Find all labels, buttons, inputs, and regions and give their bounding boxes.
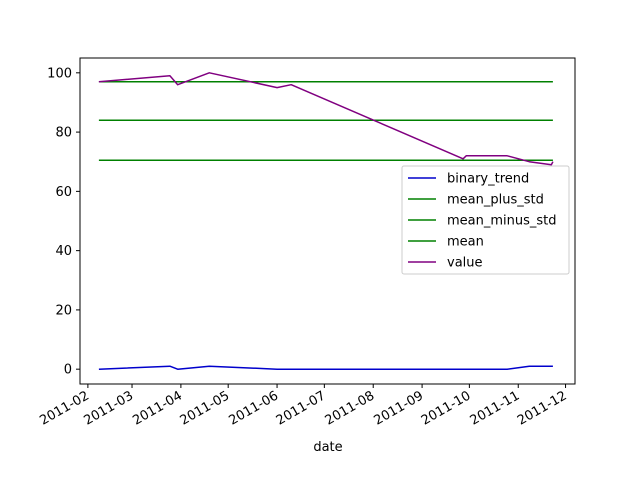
y-tick-label: 100	[47, 66, 72, 81]
x-tick-label: 2011-02	[37, 388, 92, 428]
x-tick-label: 2011-12	[515, 388, 570, 428]
legend: binary_trend mean_plus_std mean_minus_stdm…	[401, 165, 570, 275]
x-axis-label: date	[313, 440, 342, 455]
y-tick-label: 0	[64, 363, 72, 378]
legend-label-mean: mean	[447, 235, 484, 250]
x-tick-label: 2011-11	[468, 388, 523, 428]
legend-label-mean-minus-std: mean_minus_std	[447, 214, 557, 229]
y-tick-label: 40	[55, 244, 72, 259]
x-axis: 2011-022011-032011-042011-052011-062011-…	[37, 384, 570, 429]
legend-label-binary-trend: binary_trend	[447, 172, 529, 187]
plot-frame	[79, 57, 576, 385]
legend-label-mean-plus-std: mean_plus_std	[447, 193, 544, 208]
legend-box	[401, 165, 570, 275]
x-tick-label: 2011-03	[81, 388, 136, 428]
y-axis: 0 20 40 60 80 100	[47, 66, 80, 378]
y-tick-label: 60	[55, 185, 72, 200]
x-tick-label: 2011-09	[372, 388, 427, 428]
series-line-binary-trend	[98, 365, 553, 370]
x-tick-label: 2011-07	[274, 388, 329, 428]
x-tick-label: 2011-04	[130, 388, 185, 428]
series-line-value	[98, 72, 554, 166]
x-tick-label: 2011-06	[227, 388, 282, 428]
legend-label-value: value	[447, 256, 483, 271]
x-tick-label: 2011-10	[419, 388, 474, 428]
y-tick-label: 80	[55, 126, 72, 141]
y-tick-label: 20	[55, 303, 72, 318]
x-tick-label: 2011-05	[178, 388, 233, 428]
series-layer	[98, 72, 554, 370]
x-tick-label: 2011-08	[323, 388, 378, 428]
